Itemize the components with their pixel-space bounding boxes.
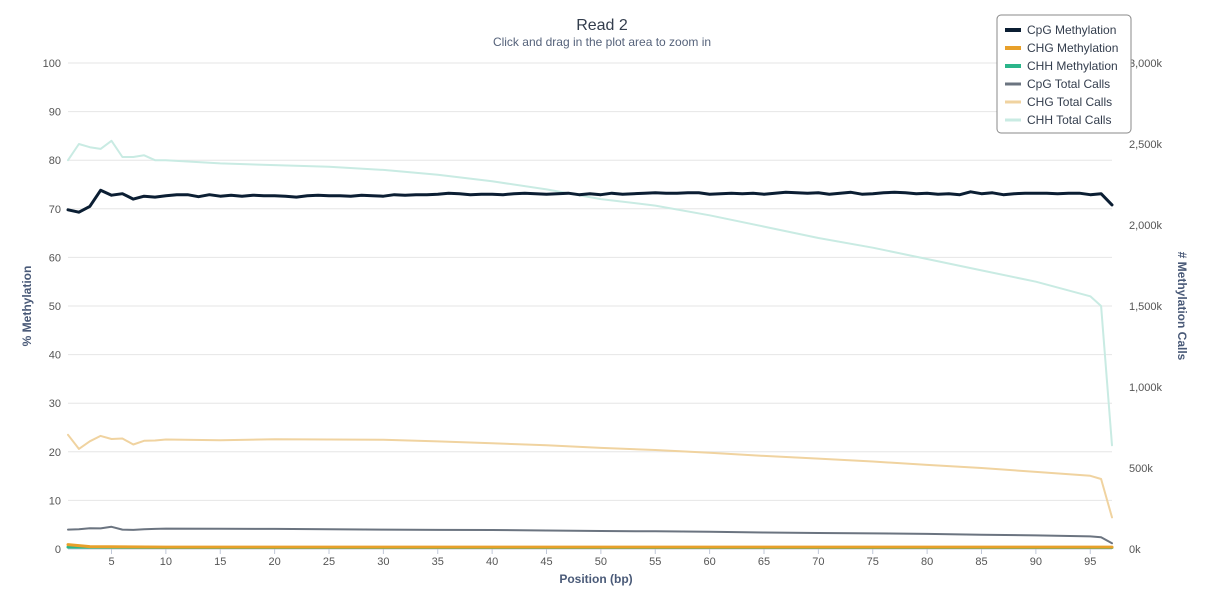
legend-item-label: CHG Total Calls bbox=[1027, 95, 1112, 109]
y-tick-label: 30 bbox=[49, 398, 61, 410]
x-tick-label: 95 bbox=[1084, 556, 1096, 568]
series-line bbox=[67, 139, 1113, 447]
x-tick-label: 55 bbox=[649, 556, 661, 568]
y2-tick-label: 2,500k bbox=[1129, 139, 1163, 151]
legend-item-label: CpG Total Calls bbox=[1027, 77, 1110, 91]
grid-lines bbox=[68, 62, 1112, 501]
x-tick-label: 85 bbox=[975, 556, 987, 568]
x-tick-label: 40 bbox=[486, 556, 498, 568]
y2-axis-ticks: 0k 500k 1,000k 1,500k 2,000k 2,500k 3,000k bbox=[1129, 58, 1163, 556]
x-tick-label: 50 bbox=[595, 556, 607, 568]
y-axis-title: % Methylation bbox=[20, 266, 34, 347]
series-line bbox=[66, 188, 1114, 214]
y-tick-label: 10 bbox=[49, 495, 61, 507]
x-tick-label: 65 bbox=[758, 556, 770, 568]
y-tick-label: 70 bbox=[49, 204, 61, 216]
y2-tick-label: 1,500k bbox=[1129, 301, 1163, 313]
y-tick-label: 0 bbox=[55, 544, 61, 556]
x-tick-label: 15 bbox=[214, 556, 226, 568]
x-tick-label: 90 bbox=[1030, 556, 1042, 568]
x-tick-label: 20 bbox=[269, 556, 281, 568]
y2-tick-label: 3,000k bbox=[1129, 58, 1163, 70]
chart-subtitle: Click and drag in the plot area to zoom … bbox=[493, 35, 711, 49]
x-tick-label: 70 bbox=[812, 556, 824, 568]
y2-axis-title: # Methylation Calls bbox=[1175, 252, 1189, 361]
y-tick-label: 80 bbox=[49, 155, 61, 167]
x-tick-label: 30 bbox=[377, 556, 389, 568]
y2-tick-label: 0k bbox=[1129, 544, 1141, 556]
x-tick-label: 60 bbox=[704, 556, 716, 568]
series-line bbox=[66, 543, 1114, 549]
x-tick-label: 80 bbox=[921, 556, 933, 568]
legend-box bbox=[996, 14, 1132, 134]
y-tick-label: 60 bbox=[49, 252, 61, 264]
x-tick-label: 10 bbox=[160, 556, 172, 568]
y-tick-label: 50 bbox=[49, 301, 61, 313]
y2-tick-label: 500k bbox=[1129, 463, 1153, 475]
y2-tick-label: 1,000k bbox=[1129, 382, 1163, 394]
x-tick-label: 75 bbox=[867, 556, 879, 568]
legend-item-label: CHH Total Calls bbox=[1027, 113, 1111, 127]
series-line bbox=[67, 525, 1113, 545]
y2-tick-label: 2,000k bbox=[1129, 220, 1163, 232]
x-tick-label: 5 bbox=[108, 556, 114, 568]
legend: CpG Methylation CHG Methylation CHH Methyl… bbox=[996, 14, 1132, 134]
x-axis-title: Position (bp) bbox=[559, 572, 632, 586]
x-tick-label: 35 bbox=[432, 556, 444, 568]
x-tick-label: 25 bbox=[323, 556, 335, 568]
series-lines bbox=[66, 139, 1114, 549]
x-tick-label: 45 bbox=[540, 556, 552, 568]
legend-item-label: CHG Methylation bbox=[1027, 41, 1118, 55]
y-axis-ticks: 0 10 20 30 40 50 60 70 80 90 100 bbox=[43, 58, 61, 556]
chart-title: Read 2 bbox=[576, 17, 628, 34]
legend-item-label: CpG Methylation bbox=[1027, 23, 1116, 37]
y-tick-label: 20 bbox=[49, 447, 61, 459]
y-tick-label: 100 bbox=[43, 58, 61, 70]
x-axis-ticks: 5 10 15 20 25 30 35 40 45 50 55 60 65 70 75 80 85 90 95 bbox=[108, 549, 1096, 568]
legend-item-label: CHH Methylation bbox=[1027, 59, 1118, 73]
series-line bbox=[67, 433, 1113, 519]
y-tick-label: 90 bbox=[49, 107, 61, 119]
y-tick-label: 40 bbox=[49, 350, 61, 362]
